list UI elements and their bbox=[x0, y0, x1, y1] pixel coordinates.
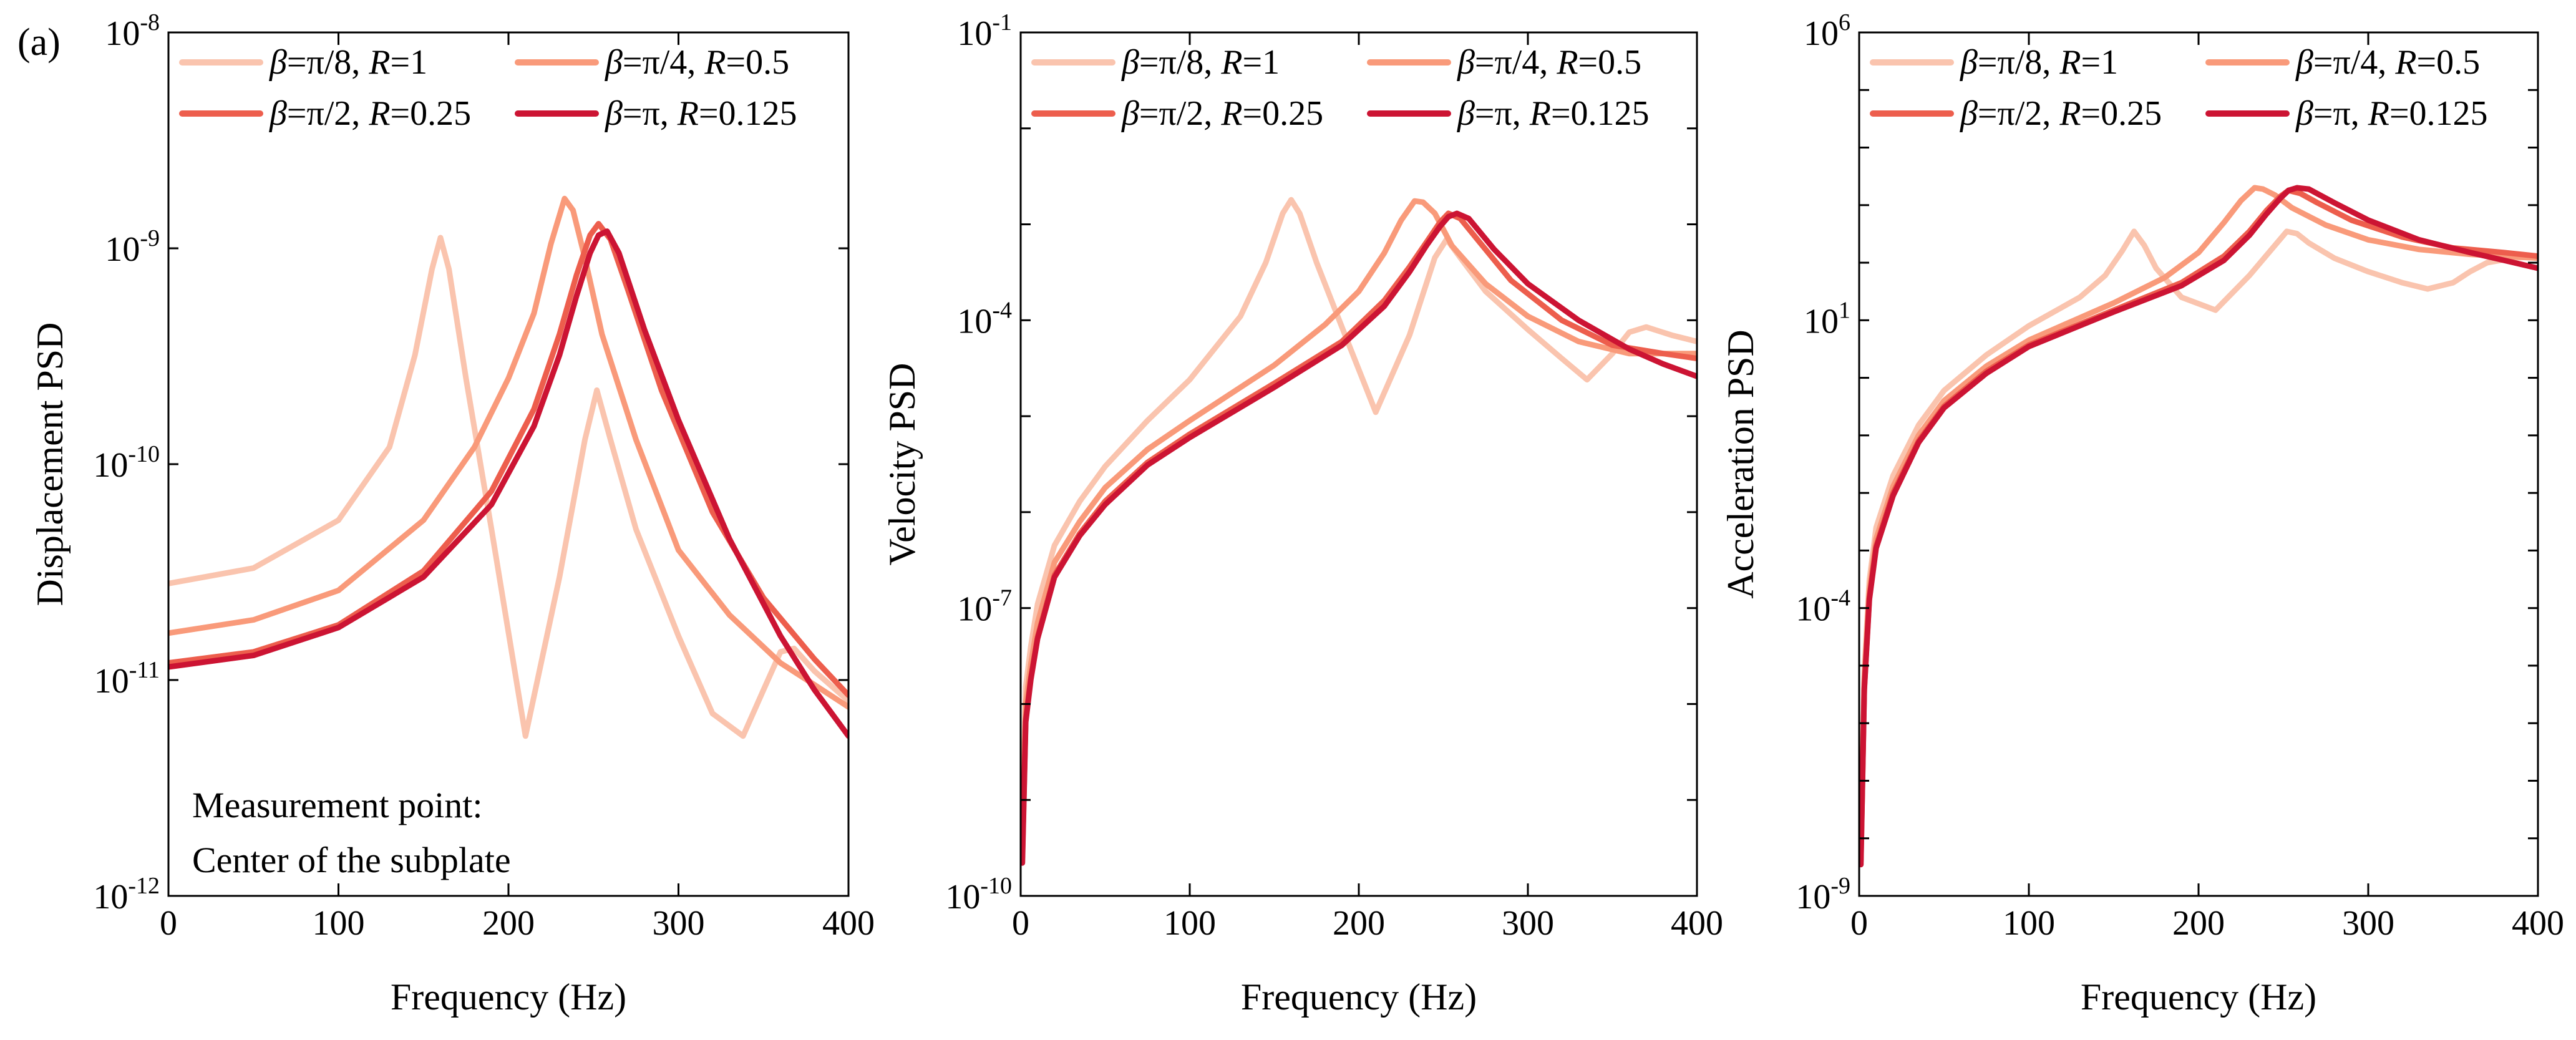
displacement-ytick-label: 10-9 bbox=[105, 225, 160, 269]
velocity-plot-frame bbox=[1019, 31, 1698, 897]
acceleration-legend-label-2: β=π/4, R=0.5 bbox=[2295, 43, 2480, 82]
displacement-yaxis-label: Displacement PSD bbox=[29, 323, 70, 606]
acceleration-xtick-label: 0 bbox=[1850, 904, 1868, 943]
displacement-legend-label-4: β=π, R=0.125 bbox=[605, 94, 797, 133]
acceleration-psd-panel: 0 100 200 300 400 10-9 10-4 101 106 Frequency (Hz… bbox=[1720, 9, 2564, 1018]
velocity-xtick-label: 300 bbox=[1502, 904, 1554, 943]
displacement-xaxis-label: Frequency (Hz) bbox=[391, 976, 626, 1018]
acceleration-legend-label-1: β=π/8, R=1 bbox=[1960, 43, 2118, 82]
velocity-xtick-label: 100 bbox=[1164, 904, 1216, 943]
displacement-series-1-line bbox=[168, 235, 848, 739]
acceleration-legend-label-3: β=π/2, R=0.25 bbox=[1960, 94, 2162, 133]
acceleration-ytick-label: 101 bbox=[1804, 297, 1850, 341]
velocity-xtick-label: 0 bbox=[1012, 904, 1029, 943]
acceleration-yaxis-label: Acceleration PSD bbox=[1720, 329, 1761, 599]
displacement-xtick-label: 400 bbox=[822, 904, 875, 943]
acceleration-xtick-label: 200 bbox=[2172, 904, 2225, 943]
acceleration-series-1-line bbox=[1859, 228, 2538, 842]
acceleration-xaxis-label: Frequency (Hz) bbox=[2081, 976, 2316, 1018]
acceleration-plot-frame bbox=[1858, 31, 2539, 897]
velocity-legend-label-3: β=π/2, R=0.25 bbox=[1121, 94, 1323, 133]
acceleration-ytick-label: 10-9 bbox=[1796, 873, 1850, 916]
velocity-xaxis-label: Frequency (Hz) bbox=[1241, 976, 1477, 1018]
displacement-psd-panel: 0 100 200 300 400 10-12 10-11 10-10 10-9 10-8 Freq… bbox=[29, 9, 875, 1018]
annotation-line-2: Center of the subplate bbox=[192, 840, 511, 880]
velocity-ytick-label: 10-1 bbox=[957, 9, 1012, 53]
displacement-series-2-line bbox=[168, 195, 848, 710]
displacement-ytick-label: 10-10 bbox=[93, 441, 160, 485]
displacement-ytick-label: 10-11 bbox=[94, 657, 160, 701]
velocity-series-4-line bbox=[1021, 210, 1697, 866]
velocity-psd-panel: 0 100 200 300 400 10-10 10-7 10-4 10-1 Frequency … bbox=[882, 9, 1723, 1018]
acceleration-ytick-label: 10-4 bbox=[1796, 585, 1850, 629]
acceleration-legend-label-4: β=π, R=0.125 bbox=[2295, 94, 2488, 133]
velocity-ytick-label: 10-4 bbox=[957, 297, 1012, 341]
displacement-xtick-label: 200 bbox=[482, 904, 535, 943]
displacement-legend-label-2: β=π/4, R=0.5 bbox=[605, 43, 789, 82]
velocity-ytick-label: 10-10 bbox=[945, 873, 1012, 916]
velocity-ytick-label: 10-7 bbox=[957, 585, 1012, 629]
displacement-xtick-label: 100 bbox=[313, 904, 365, 943]
displacement-ytick-label: 10-8 bbox=[105, 9, 160, 53]
acceleration-series-4-line bbox=[1859, 185, 2538, 868]
acceleration-xtick-label: 300 bbox=[2342, 904, 2394, 943]
velocity-legend-label-1: β=π/8, R=1 bbox=[1121, 43, 1280, 82]
velocity-xtick-label: 400 bbox=[1671, 904, 1723, 943]
velocity-series-2-line bbox=[1021, 198, 1697, 847]
displacement-legend-label-3: β=π/2, R=0.25 bbox=[269, 94, 471, 133]
panel-tag: (a) bbox=[17, 21, 61, 64]
displacement-legend-label-1: β=π/8, R=1 bbox=[269, 43, 427, 82]
displacement-series-4-line bbox=[168, 228, 848, 739]
displacement-xtick-label: 300 bbox=[653, 904, 705, 943]
velocity-series-3-line bbox=[1021, 210, 1697, 861]
acceleration-ytick-label: 106 bbox=[1804, 9, 1850, 53]
annotation-line-1: Measurement point: bbox=[192, 785, 483, 825]
velocity-series-1-line bbox=[1021, 197, 1697, 832]
acceleration-xtick-label: 100 bbox=[2003, 904, 2055, 943]
velocity-legend-label-2: β=π/4, R=0.5 bbox=[1457, 43, 1641, 82]
velocity-yaxis-label: Velocity PSD bbox=[882, 362, 923, 565]
displacement-ytick-label: 10-12 bbox=[93, 873, 160, 916]
displacement-xtick-label: 0 bbox=[160, 904, 177, 943]
acceleration-series-3-line bbox=[1859, 187, 2538, 864]
acceleration-xtick-label: 400 bbox=[2512, 904, 2564, 943]
velocity-xtick-label: 200 bbox=[1333, 904, 1385, 943]
velocity-legend-label-4: β=π, R=0.125 bbox=[1457, 94, 1650, 133]
